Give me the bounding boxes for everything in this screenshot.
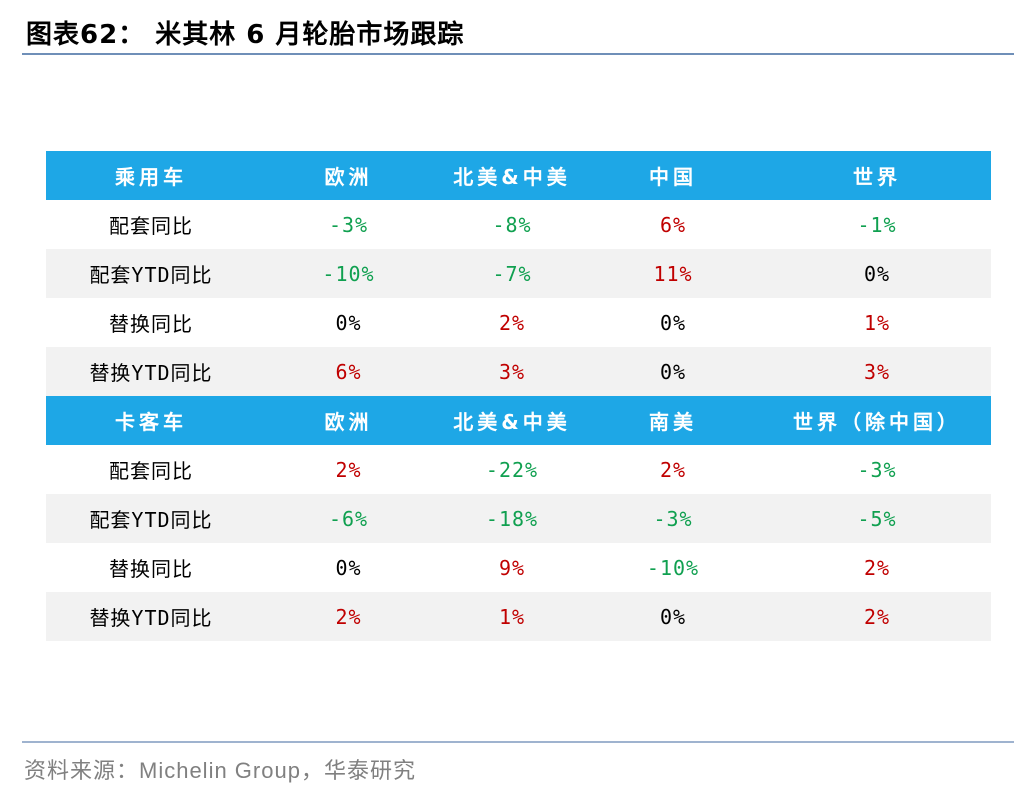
row-label: 替换YTD同比 xyxy=(46,592,256,641)
value-cell: -3% xyxy=(583,494,763,543)
value-cell: 0% xyxy=(763,249,991,298)
value-cell: 9% xyxy=(441,543,583,592)
value-cell: -22% xyxy=(441,445,583,494)
tire-market-table: 乘用车 欧洲 北美&中美 中国 世界 配套同比 -3% -8% 6% -1% 配套YTD同比 -10%… xyxy=(46,151,991,641)
table-row: 配套同比 2% -22% 2% -3% xyxy=(46,445,991,494)
row-label: 替换同比 xyxy=(46,543,256,592)
value-cell: -7% xyxy=(441,249,583,298)
value-cell: -1% xyxy=(763,200,991,249)
value-cell: -10% xyxy=(583,543,763,592)
row-label: 配套同比 xyxy=(46,445,256,494)
value-cell: 1% xyxy=(441,592,583,641)
value-cell: 2% xyxy=(256,445,441,494)
column-header: 北美&中美 xyxy=(441,151,583,200)
value-cell: 3% xyxy=(763,347,991,396)
passenger-category-header: 乘用车 xyxy=(46,151,256,200)
row-label: 替换YTD同比 xyxy=(46,347,256,396)
table-row: 替换同比 0% 2% 0% 1% xyxy=(46,298,991,347)
value-cell: 0% xyxy=(256,298,441,347)
column-header: 世界（除中国） xyxy=(763,396,991,445)
row-label: 配套YTD同比 xyxy=(46,249,256,298)
row-label: 配套同比 xyxy=(46,200,256,249)
value-cell: 0% xyxy=(583,298,763,347)
value-cell: -3% xyxy=(763,445,991,494)
value-cell: 3% xyxy=(441,347,583,396)
truck-header-row: 卡客车 欧洲 北美&中美 南美 世界（除中国） xyxy=(46,396,991,445)
column-header: 欧洲 xyxy=(256,151,441,200)
table-row: 替换同比 0% 9% -10% 2% xyxy=(46,543,991,592)
value-cell: -6% xyxy=(256,494,441,543)
value-cell: -3% xyxy=(256,200,441,249)
value-cell: -5% xyxy=(763,494,991,543)
value-cell: 0% xyxy=(583,592,763,641)
value-cell: 2% xyxy=(256,592,441,641)
table-row: 配套YTD同比 -6% -18% -3% -5% xyxy=(46,494,991,543)
value-cell: 0% xyxy=(256,543,441,592)
value-cell: 2% xyxy=(763,543,991,592)
value-cell: 0% xyxy=(583,347,763,396)
title-divider xyxy=(22,53,1014,55)
table-row: 替换YTD同比 6% 3% 0% 3% xyxy=(46,347,991,396)
column-header: 世界 xyxy=(763,151,991,200)
truck-category-header: 卡客车 xyxy=(46,396,256,445)
table-row: 替换YTD同比 2% 1% 0% 2% xyxy=(46,592,991,641)
value-cell: 2% xyxy=(583,445,763,494)
value-cell: 6% xyxy=(583,200,763,249)
column-header: 北美&中美 xyxy=(441,396,583,445)
footer-divider xyxy=(22,741,1014,743)
column-header: 中国 xyxy=(583,151,763,200)
value-cell: 11% xyxy=(583,249,763,298)
value-cell: -8% xyxy=(441,200,583,249)
row-label: 替换同比 xyxy=(46,298,256,347)
source-note: 资料来源：Michelin Group，华泰研究 xyxy=(24,758,416,783)
column-header: 南美 xyxy=(583,396,763,445)
value-cell: 1% xyxy=(763,298,991,347)
value-cell: 2% xyxy=(441,298,583,347)
table-row: 配套同比 -3% -8% 6% -1% xyxy=(46,200,991,249)
value-cell: 6% xyxy=(256,347,441,396)
table-row: 配套YTD同比 -10% -7% 11% 0% xyxy=(46,249,991,298)
column-header: 欧洲 xyxy=(256,396,441,445)
value-cell: 2% xyxy=(763,592,991,641)
row-label: 配套YTD同比 xyxy=(46,494,256,543)
value-cell: -18% xyxy=(441,494,583,543)
value-cell: -10% xyxy=(256,249,441,298)
passenger-header-row: 乘用车 欧洲 北美&中美 中国 世界 xyxy=(46,151,991,200)
page-title: 图表62： 米其林 6 月轮胎市场跟踪 xyxy=(26,20,465,50)
